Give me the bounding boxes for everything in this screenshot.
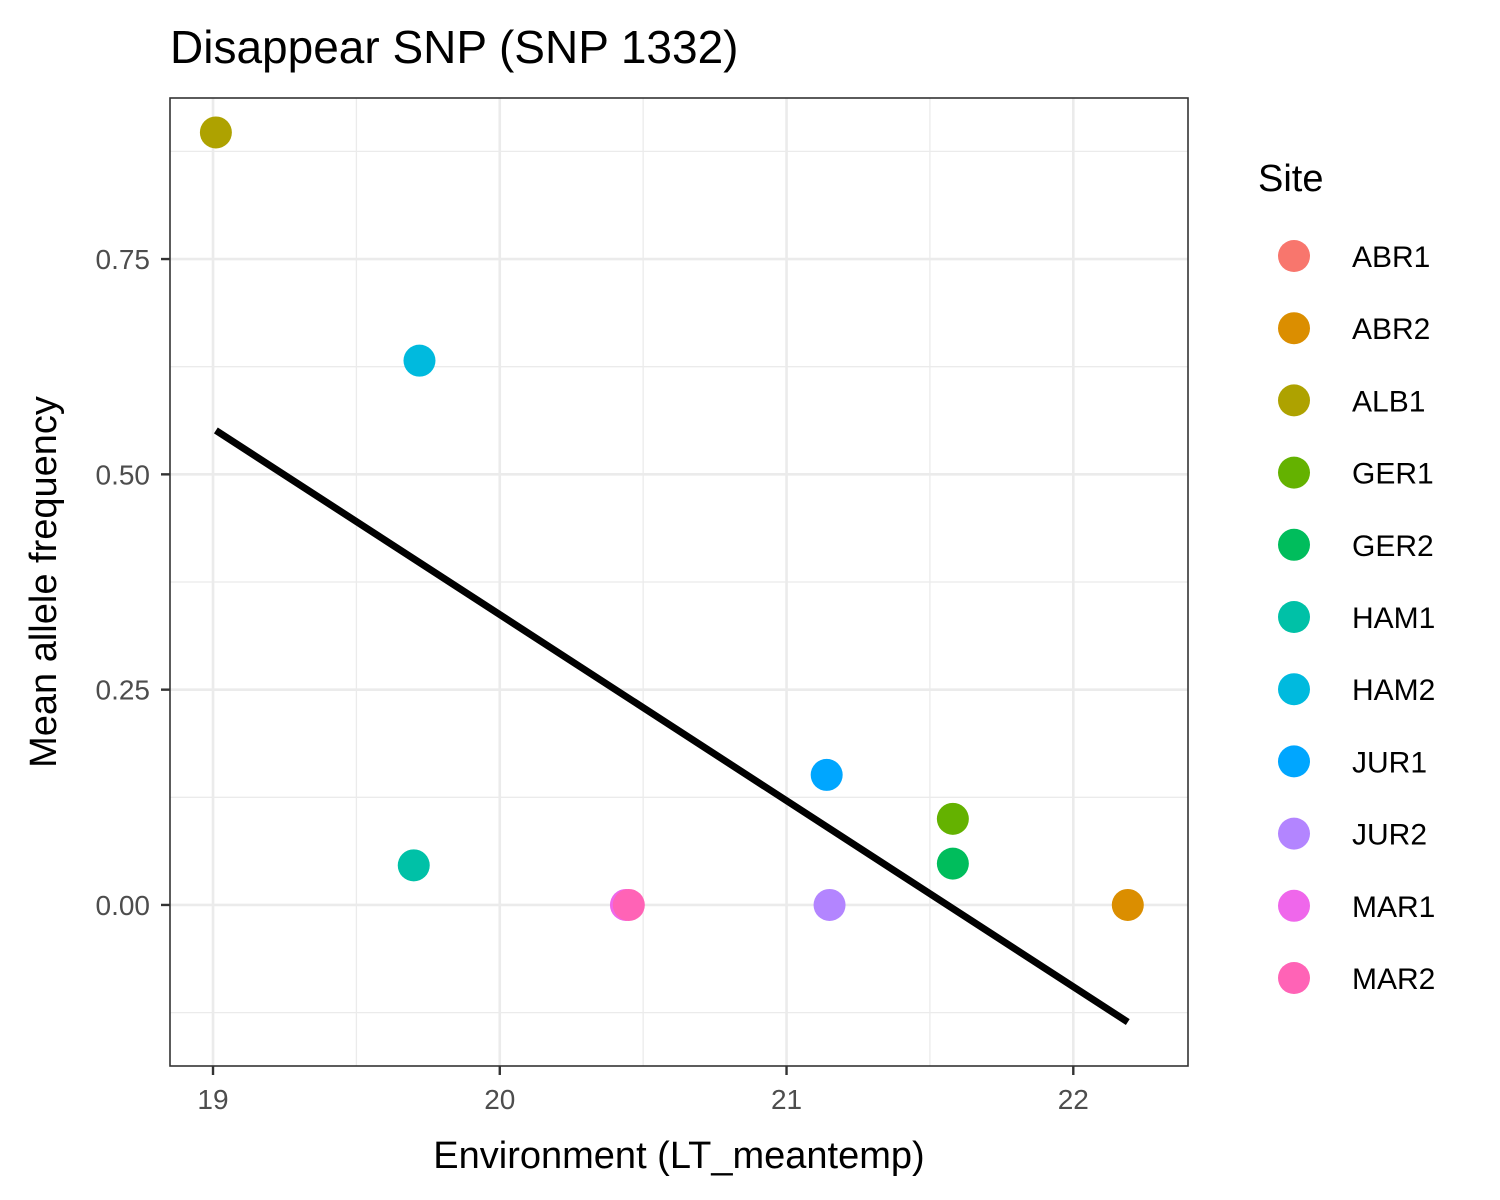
legend-label-ham1: HAM1 bbox=[1352, 602, 1435, 635]
data-point-ger2 bbox=[936, 847, 969, 880]
y-tick-label: 0.25 bbox=[96, 675, 151, 706]
legend-label-mar2: MAR2 bbox=[1352, 963, 1435, 996]
legend-label-ger2: GER2 bbox=[1352, 530, 1434, 563]
x-tick-label: 21 bbox=[771, 1084, 802, 1115]
legend-key-alb1 bbox=[1278, 384, 1310, 417]
data-point-alb1 bbox=[199, 116, 232, 149]
legend-label-alb1: ALB1 bbox=[1352, 385, 1425, 418]
legend-key-mar1 bbox=[1278, 889, 1310, 922]
data-point-ham1 bbox=[397, 849, 430, 882]
legend-title: Site bbox=[1258, 158, 1323, 200]
x-tick-label: 22 bbox=[1058, 1084, 1089, 1115]
trend-line-group bbox=[213, 427, 1130, 1026]
y-tick-label: 0.75 bbox=[96, 244, 151, 275]
legend-key-ham2 bbox=[1278, 673, 1310, 706]
legend-key-abr2 bbox=[1278, 312, 1310, 345]
legend-key-mar2 bbox=[1278, 962, 1310, 994]
data-point-abr2 bbox=[1111, 888, 1144, 921]
data-point-mar2 bbox=[612, 888, 645, 921]
legend-label-jur2: JUR2 bbox=[1352, 819, 1427, 852]
legend-key-jur2 bbox=[1278, 817, 1310, 850]
chart-title: Disappear SNP (SNP 1332) bbox=[170, 21, 739, 73]
legend-label-ham2: HAM2 bbox=[1352, 674, 1435, 707]
legend: Site ABR1 ABR2 ALB1 GER1 GER2 HAM1 HAM2 JUR1 JUR… bbox=[1258, 158, 1435, 996]
x-tick-label: 19 bbox=[197, 1084, 228, 1115]
grid bbox=[170, 98, 1188, 1066]
data-points bbox=[199, 116, 1144, 921]
plot-panel bbox=[169, 97, 1189, 1067]
y-tick-label: 0.00 bbox=[96, 890, 151, 921]
legend-key-ger1 bbox=[1278, 456, 1310, 489]
data-point-jur2 bbox=[813, 888, 846, 921]
y-axis: 0.00 0.25 0.50 0.75 bbox=[96, 244, 170, 921]
legend-key-ger2 bbox=[1278, 528, 1310, 561]
legend-key-ham1 bbox=[1278, 601, 1310, 633]
legend-label-mar1: MAR1 bbox=[1352, 891, 1435, 924]
legend-label-abr1: ABR1 bbox=[1352, 241, 1430, 274]
legend-key-jur1 bbox=[1278, 745, 1310, 778]
data-point-ham2 bbox=[403, 344, 436, 377]
data-point-jur1 bbox=[810, 758, 843, 791]
legend-label-jur1: JUR1 bbox=[1352, 746, 1427, 779]
x-axis: 19 20 21 22 bbox=[197, 1066, 1089, 1115]
legend-label-abr2: ABR2 bbox=[1352, 313, 1430, 346]
y-tick-label: 0.50 bbox=[96, 459, 151, 490]
x-axis-title: Environment (LT_meantemp) bbox=[433, 1135, 924, 1177]
x-tick-label: 20 bbox=[484, 1084, 515, 1115]
legend-label-ger1: GER1 bbox=[1352, 458, 1434, 491]
data-point-ger1 bbox=[936, 802, 969, 835]
y-axis-title: Mean allele frequency bbox=[23, 396, 65, 768]
trend-line bbox=[213, 427, 1130, 1026]
legend-key-abr1 bbox=[1278, 240, 1310, 272]
